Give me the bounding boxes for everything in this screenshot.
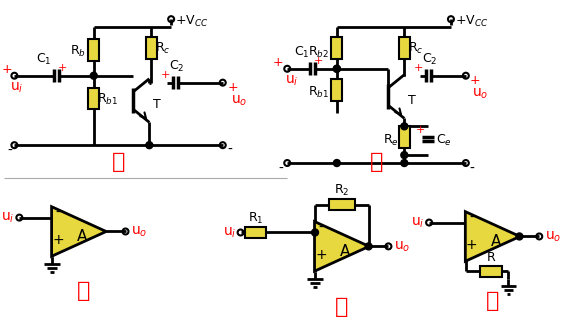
Circle shape — [401, 123, 408, 130]
Text: 无: 无 — [77, 281, 91, 301]
Text: R$_b$: R$_b$ — [70, 44, 86, 59]
Bar — [480, 266, 501, 277]
Text: +: + — [313, 56, 323, 66]
Polygon shape — [315, 221, 369, 271]
Text: +: + — [160, 70, 170, 80]
Circle shape — [516, 233, 523, 240]
Text: -: - — [55, 206, 61, 220]
Circle shape — [401, 160, 408, 166]
Text: u$_i$: u$_i$ — [411, 215, 424, 230]
Bar — [399, 126, 410, 148]
Text: C$_2$: C$_2$ — [170, 59, 185, 74]
Text: R$_{b1}$: R$_{b1}$ — [308, 85, 329, 100]
Text: u$_o$: u$_o$ — [395, 239, 411, 253]
Text: -: - — [7, 144, 13, 158]
Bar — [244, 227, 267, 238]
Text: u$_i$: u$_i$ — [10, 81, 24, 95]
Text: R$_1$: R$_1$ — [248, 211, 263, 226]
Circle shape — [90, 72, 97, 79]
Polygon shape — [51, 207, 106, 256]
Text: u$_i$: u$_i$ — [223, 225, 236, 240]
Text: +: + — [228, 81, 238, 94]
Bar — [146, 37, 157, 59]
Text: u$_i$: u$_i$ — [286, 74, 299, 88]
Text: T: T — [408, 94, 416, 107]
Text: u$_o$: u$_o$ — [545, 229, 562, 244]
Text: u$_o$: u$_o$ — [231, 93, 247, 108]
Text: A: A — [490, 234, 501, 249]
Circle shape — [333, 65, 340, 72]
Text: +: + — [2, 63, 13, 76]
Polygon shape — [465, 212, 520, 261]
Text: R$_{b2}$: R$_{b2}$ — [308, 45, 329, 61]
Circle shape — [333, 65, 340, 72]
Bar — [89, 88, 99, 110]
Text: -: - — [470, 162, 475, 176]
Text: 无: 无 — [112, 152, 125, 172]
Text: R: R — [486, 251, 495, 264]
Text: -: - — [319, 220, 323, 234]
Text: A: A — [340, 244, 350, 259]
Text: +: + — [52, 233, 64, 247]
Text: R$_e$: R$_e$ — [383, 133, 399, 148]
Text: -: - — [228, 143, 232, 157]
Text: R$_c$: R$_c$ — [155, 41, 171, 57]
Circle shape — [365, 243, 372, 250]
Text: 有: 有 — [370, 152, 383, 172]
Text: u$_o$: u$_o$ — [131, 224, 148, 239]
Text: +V$_{CC}$: +V$_{CC}$ — [175, 14, 208, 29]
Text: A: A — [77, 229, 87, 244]
Circle shape — [401, 152, 408, 159]
Bar — [399, 37, 410, 59]
Circle shape — [333, 160, 340, 166]
Text: R$_c$: R$_c$ — [408, 41, 424, 57]
Text: +: + — [413, 63, 423, 73]
Bar — [89, 39, 99, 61]
Text: u$_i$: u$_i$ — [1, 210, 14, 225]
Text: C$_e$: C$_e$ — [436, 133, 452, 148]
Text: +: + — [272, 56, 283, 69]
Text: R$_2$: R$_2$ — [334, 183, 349, 198]
Text: +: + — [466, 238, 477, 252]
Text: R$_{b1}$: R$_{b1}$ — [97, 92, 118, 107]
Bar — [331, 79, 342, 101]
Text: +: + — [470, 74, 480, 87]
Text: +V$_{CC}$: +V$_{CC}$ — [455, 14, 488, 29]
Text: -: - — [279, 162, 283, 176]
Text: C$_2$: C$_2$ — [423, 52, 438, 67]
Text: +: + — [315, 248, 327, 262]
Text: -: - — [469, 210, 475, 224]
Text: T: T — [153, 98, 161, 111]
Text: 有: 有 — [335, 297, 348, 317]
Text: u$_o$: u$_o$ — [472, 86, 488, 101]
Text: C$_1$: C$_1$ — [294, 45, 310, 61]
Text: +: + — [416, 125, 425, 135]
Circle shape — [312, 229, 319, 236]
Circle shape — [146, 142, 153, 149]
Text: 无: 无 — [486, 291, 499, 311]
Text: +: + — [57, 63, 67, 73]
Text: C$_1$: C$_1$ — [37, 52, 52, 67]
Bar — [331, 37, 342, 59]
Bar — [329, 199, 355, 210]
